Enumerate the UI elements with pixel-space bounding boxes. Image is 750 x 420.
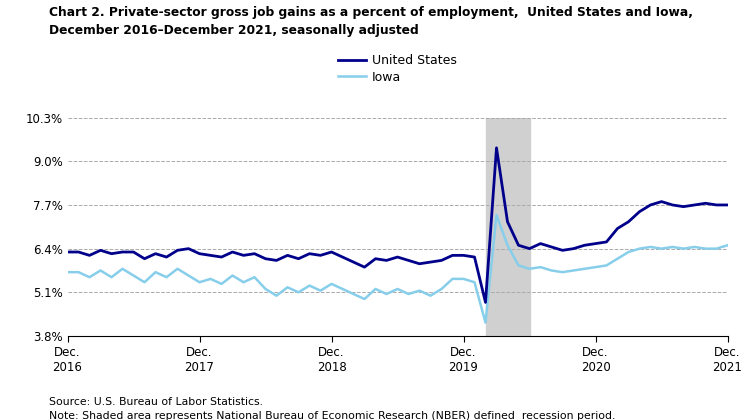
United States	[63, 249, 72, 255]
United States	[415, 261, 424, 266]
Iowa	[294, 290, 303, 295]
United States	[217, 255, 226, 260]
Iowa	[415, 288, 424, 293]
United States	[492, 145, 501, 150]
Iowa	[657, 246, 666, 251]
Legend: United States, Iowa: United States, Iowa	[338, 54, 457, 84]
Iowa	[481, 320, 490, 325]
United States	[459, 253, 468, 258]
Bar	[485, 118, 530, 336]
Iowa	[63, 270, 72, 275]
United States	[195, 251, 204, 256]
Line: Iowa: Iowa	[68, 215, 728, 323]
Text: December 2016–December 2021, seasonally adjusted: December 2016–December 2021, seasonally …	[49, 24, 419, 37]
Iowa	[195, 280, 204, 285]
Text: Chart 2. Private-sector gross job gains as a percent of employment,  United Stat: Chart 2. Private-sector gross job gains …	[49, 6, 693, 19]
Iowa	[492, 213, 501, 218]
Iowa	[459, 276, 468, 281]
United States	[723, 202, 732, 207]
United States	[294, 256, 303, 261]
Line: United States: United States	[68, 148, 728, 302]
Text: Source: U.S. Bureau of Labor Statistics.: Source: U.S. Bureau of Labor Statistics.	[49, 397, 262, 407]
Text: Note: Shaded area represents National Bureau of Economic Research (NBER) defined: Note: Shaded area represents National Bu…	[49, 411, 615, 420]
Iowa	[723, 243, 732, 248]
Iowa	[217, 281, 226, 286]
United States	[481, 300, 490, 305]
United States	[657, 199, 666, 204]
